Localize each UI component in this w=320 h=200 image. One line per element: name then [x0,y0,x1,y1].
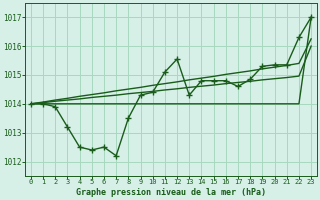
X-axis label: Graphe pression niveau de la mer (hPa): Graphe pression niveau de la mer (hPa) [76,188,266,197]
